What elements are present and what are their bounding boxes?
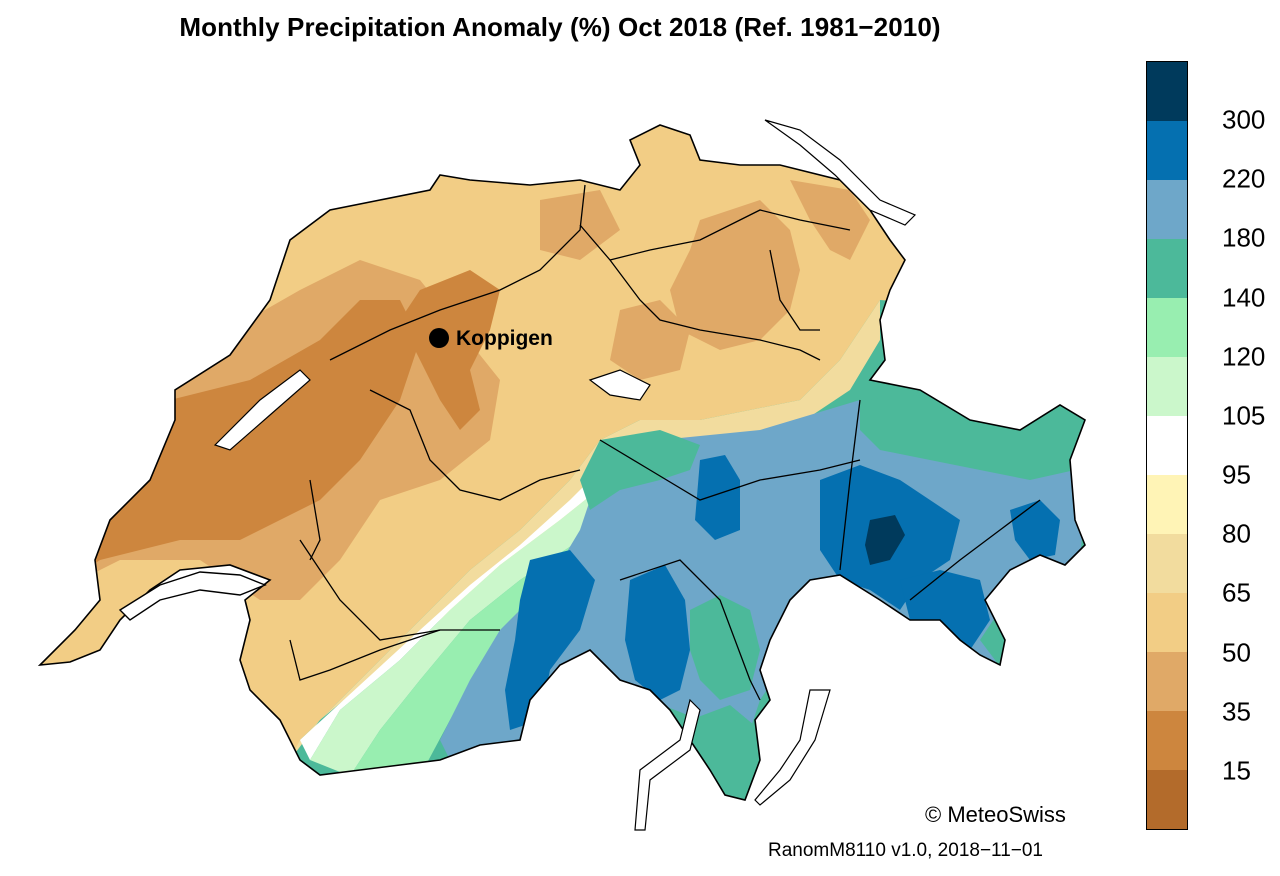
legend-label: 120: [1222, 341, 1266, 372]
legend-label: 65: [1222, 577, 1251, 608]
legend-label: 35: [1222, 696, 1251, 727]
legend-swatch: [1147, 298, 1187, 357]
legend-label: 15: [1222, 755, 1251, 786]
legend-swatch: [1147, 534, 1187, 593]
lake-geneva: [118, 571, 267, 621]
legend-swatch: [1147, 357, 1187, 416]
legend-colorbar: [1146, 61, 1188, 830]
legend-swatch: [1147, 770, 1187, 829]
legend-swatch: [1147, 62, 1187, 121]
legend-labels: 300 220 180 140 120 105 95 80 65 50 35 15: [1200, 61, 1280, 830]
legend-swatch: [1147, 239, 1187, 298]
page-title: Monthly Precipitation Anomaly (%) Oct 20…: [179, 12, 941, 42]
legend-swatch: [1147, 652, 1187, 711]
lake-constance: [764, 119, 917, 226]
lake-lugano: [754, 689, 831, 806]
precipitation-map: Koppigen: [37, 119, 1086, 831]
lake-neuchatel: [213, 369, 311, 451]
legend-label: 50: [1222, 637, 1251, 668]
legend-swatch: [1147, 475, 1187, 534]
legend-label: 300: [1222, 104, 1266, 135]
koppigen-label: Koppigen: [456, 327, 553, 350]
legend-swatch: [1147, 121, 1187, 180]
legend-label: 80: [1222, 518, 1251, 549]
legend-swatch: [1147, 711, 1187, 770]
lake-maggiore: [634, 698, 701, 831]
country-border: [37, 124, 1086, 801]
copyright: © MeteoSwiss: [925, 802, 1066, 827]
legend-swatch: [1147, 416, 1187, 475]
version-info: RanomM8110 v1.0, 2018−11−01: [768, 840, 1043, 861]
legend-label: 140: [1222, 282, 1266, 313]
lake-lucerne: [588, 369, 651, 401]
legend-swatch: [1147, 593, 1187, 652]
legend-label: 95: [1222, 459, 1251, 490]
legend-label: 105: [1222, 400, 1266, 431]
canton-borders: [289, 184, 1041, 701]
legend-swatch: [1147, 180, 1187, 239]
legend-label: 180: [1222, 222, 1266, 253]
legend-label: 220: [1222, 163, 1266, 194]
koppigen-marker: [429, 328, 449, 348]
